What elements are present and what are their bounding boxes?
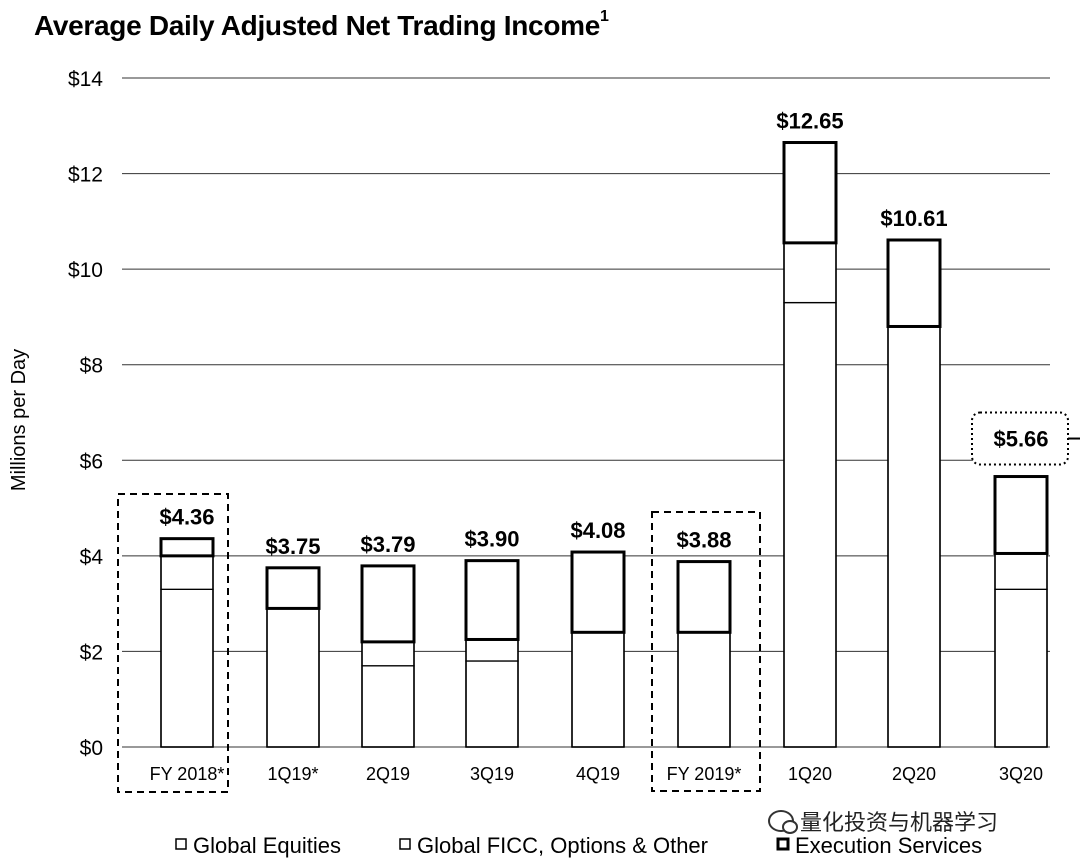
chart-title: Average Daily Adjusted Net Trading Incom… [34, 7, 609, 41]
data-label: $4.36 [159, 505, 214, 530]
bar-outline-3q20 [994, 475, 1048, 748]
bar-segment-execution-services [265, 566, 321, 610]
y-tick-label: $14 [68, 68, 103, 91]
wechat-icon [768, 810, 798, 834]
bar-segment-global-equities [571, 631, 625, 748]
legend-label: Global Equities [193, 833, 341, 858]
legend-label: Execution Services [795, 833, 982, 858]
bar-segment-execution-services [464, 559, 520, 641]
bar-outline-2q19 [361, 565, 415, 748]
bar-segment-global-ficc-options-other [465, 638, 519, 662]
data-label: $3.75 [265, 534, 320, 559]
bar-outline-1q20 [783, 141, 837, 748]
bar-segment-global-ficc-options-other [361, 641, 415, 667]
bar-segment-execution-services [159, 537, 215, 558]
y-tick-label: $6 [80, 450, 103, 473]
watermark-text: 量化投资与机器学习 [800, 810, 999, 835]
y-tick-label: $8 [80, 355, 103, 378]
bar-segment-global-ficc-options-other [994, 552, 1048, 590]
highlight-box [117, 493, 229, 793]
bar-segment-execution-services [886, 238, 942, 328]
bar-outline-fy-2019 [677, 560, 731, 748]
bar-segment-global-equities [266, 607, 320, 748]
bar-outline-fy-2018 [160, 537, 214, 748]
x-tick-label: 4Q19 [576, 764, 620, 784]
bar-segment-global-equities [160, 588, 214, 748]
bar-segment-execution-services [360, 564, 416, 644]
x-tick-label: 1Q20 [788, 764, 832, 784]
x-tick-label: 3Q20 [999, 764, 1043, 784]
x-tick-label: 2Q20 [892, 764, 936, 784]
bar-segment-global-equities [361, 665, 415, 748]
bar-outline-4q19 [571, 551, 625, 748]
bar-segment-execution-services [676, 560, 732, 634]
bar-segment-global-ficc-options-other [160, 555, 214, 590]
y-tick-label: $4 [80, 546, 104, 569]
data-label: $4.08 [570, 518, 625, 543]
data-label: $3.90 [464, 527, 519, 552]
data-label: $12.65 [776, 109, 843, 134]
legend-swatch [399, 838, 411, 850]
x-tick-label: FY 2019* [667, 764, 742, 784]
bar-segment-global-equities [783, 301, 837, 748]
y-tick-label: $12 [68, 164, 103, 187]
data-label: $5.66 [993, 427, 1048, 452]
x-tick-label: 3Q19 [470, 764, 514, 784]
bar-segment-global-equities [677, 631, 731, 748]
bar-segment-global-equities [994, 588, 1048, 748]
y-axis-label: Millions per Day [8, 349, 30, 491]
highlight-box [651, 511, 761, 792]
legend-label: Global FICC, Options & Other [417, 833, 708, 858]
bar-segment-global-ficc-options-other [783, 242, 837, 304]
x-tick-label: 1Q19* [267, 764, 318, 784]
watermark: 量化投资与机器学习 [768, 805, 998, 837]
bar-segment-execution-services [570, 550, 626, 634]
x-tick-label: FY 2018* [150, 764, 225, 784]
y-tick-label: $10 [68, 259, 103, 282]
data-label: $10.61 [880, 206, 947, 231]
bar-outline-1q19 [266, 567, 320, 748]
bar-outline-2q20 [887, 239, 941, 748]
legend-swatch [776, 837, 790, 851]
data-label: $3.88 [676, 528, 731, 553]
bar-segment-execution-services [782, 141, 838, 245]
bar-segment-global-equities [887, 325, 941, 748]
y-tick-label: $0 [80, 737, 103, 760]
bar-segment-execution-services [993, 475, 1049, 555]
y-tick-label: $2 [80, 641, 103, 664]
x-tick-label: 2Q19 [366, 764, 410, 784]
bar-segment-global-equities [465, 660, 519, 748]
bar-outline-3q19 [465, 559, 519, 748]
data-label: $3.79 [360, 532, 415, 557]
legend-swatch [175, 838, 187, 850]
